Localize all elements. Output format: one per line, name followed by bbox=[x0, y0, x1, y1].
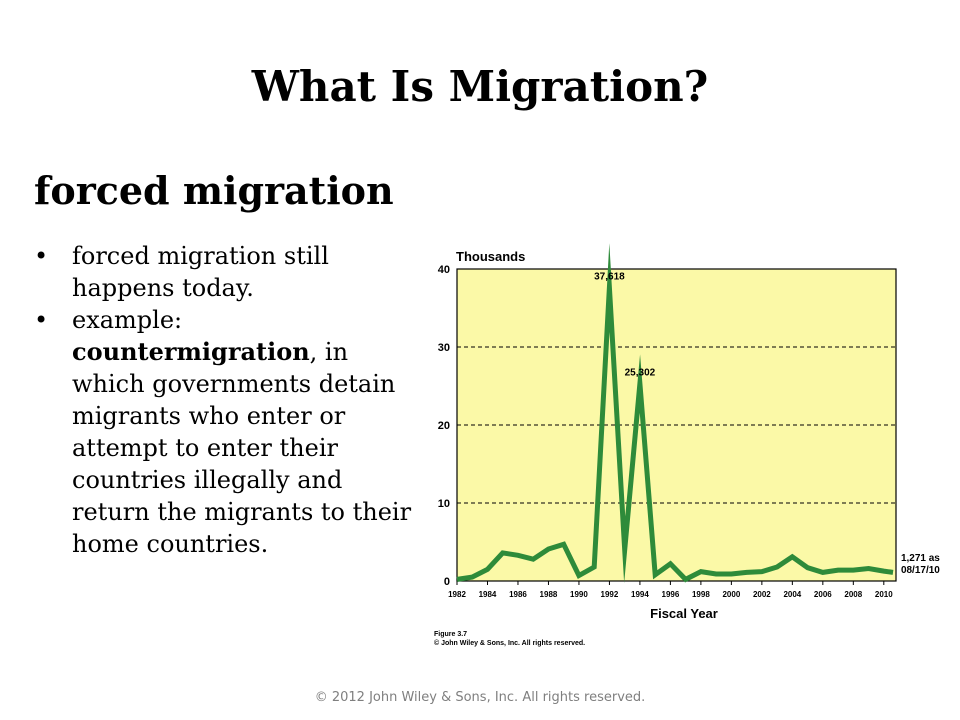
y-tick-label: 0 bbox=[444, 576, 450, 588]
bullet-dot-icon: • bbox=[34, 242, 49, 270]
y-tick-label: 20 bbox=[438, 420, 450, 432]
slide-title: What Is Migration? bbox=[251, 62, 709, 111]
bullet-item: • example: countermigration, in which go… bbox=[34, 304, 419, 560]
axis-layer: 0 10 20 30 40 1982 1984 1986 1988 1990 1992 1994 199… bbox=[438, 264, 894, 599]
x-tick-label: 1996 bbox=[662, 590, 680, 599]
copyright-footer: © 2012 John Wiley & Sons, Inc. All right… bbox=[314, 690, 646, 705]
x-tick-label: 2002 bbox=[753, 590, 771, 599]
x-tick-label: 1990 bbox=[570, 590, 588, 599]
x-tick-label: 1998 bbox=[692, 590, 710, 599]
x-tick-label: 1982 bbox=[448, 590, 466, 599]
data-label: 1,271 as of bbox=[901, 553, 940, 564]
x-tick-label: 2000 bbox=[722, 590, 740, 599]
x-tick-label: 1992 bbox=[601, 590, 619, 599]
y-tick-label: 30 bbox=[438, 342, 450, 354]
data-label: 37,618 bbox=[594, 272, 625, 283]
migration-chart: 0 10 20 30 40 1982 1984 1986 1988 1990 1992 1994 199… bbox=[434, 243, 940, 647]
label-layer: 37,618 25,302 1,271 as of08/17/10 bbox=[594, 272, 940, 577]
y-axis-label: Thousands bbox=[456, 249, 525, 264]
data-line bbox=[456, 243, 894, 584]
bullet-list: • forced migration still happens today. … bbox=[34, 240, 419, 560]
x-tick-label: 2008 bbox=[844, 590, 862, 599]
x-tick-label: 1988 bbox=[540, 590, 558, 599]
y-tick-label: 40 bbox=[438, 264, 450, 276]
x-tick-label: 2010 bbox=[875, 590, 893, 599]
bullet-dot-icon: • bbox=[34, 306, 49, 334]
x-tick-label: 2004 bbox=[783, 590, 801, 599]
bullet-text-post: , in which governments detain migrants w… bbox=[72, 338, 412, 558]
x-tick-label: 1984 bbox=[479, 590, 497, 599]
data-label: 08/17/10 bbox=[901, 565, 940, 576]
x-tick-label: 1994 bbox=[631, 590, 649, 599]
data-label: 25,302 bbox=[625, 368, 656, 379]
figure-credit: © John Wiley & Sons, Inc. All rights res… bbox=[434, 639, 585, 647]
series-layer bbox=[456, 243, 894, 584]
y-tick-label: 10 bbox=[438, 498, 450, 510]
x-axis-label: Fiscal Year bbox=[650, 606, 718, 621]
bullet-term: countermigration bbox=[72, 337, 310, 366]
section-subtitle: forced migration bbox=[34, 168, 394, 213]
bullet-text-pre: example: bbox=[72, 306, 183, 334]
figure-caption: Figure 3.7 bbox=[434, 631, 467, 638]
x-tick-label: 1986 bbox=[509, 590, 527, 599]
bullet-item: • forced migration still happens today. bbox=[34, 240, 419, 304]
x-tick-label: 2006 bbox=[814, 590, 832, 599]
bullet-text: forced migration still happens today. bbox=[72, 242, 329, 302]
grid-layer bbox=[456, 268, 897, 582]
